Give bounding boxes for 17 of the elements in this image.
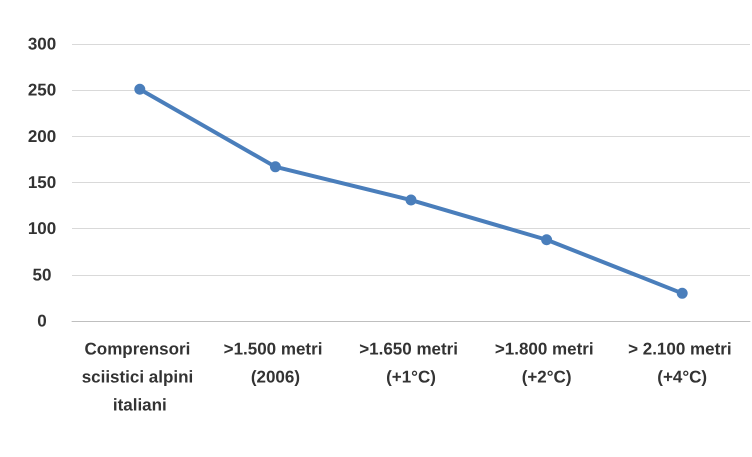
point <box>676 288 688 299</box>
point <box>541 234 552 246</box>
x-tick-label: >1.500 metri (2006) <box>224 340 328 386</box>
y-tick-label: 200 <box>28 126 56 146</box>
x-tick-label: >1.800 metri (+2°C) <box>494 340 598 386</box>
x-tick-label: >1.650 metri (+1°C) <box>359 340 463 386</box>
y-tick-label: 100 <box>28 219 56 238</box>
y-tick-label: 0 <box>37 312 47 330</box>
x-tick-label: > 2.100 metri (+4°C) <box>628 340 736 386</box>
y-tick-label: 250 <box>28 80 56 100</box>
y-tick-label: 50 <box>32 265 52 284</box>
point <box>406 194 416 206</box>
y-tick-label: 300 <box>28 34 56 54</box>
x-tick-label: Comprensori sciistici alpini italiani <box>82 340 198 414</box>
y-tick-label: 150 <box>28 173 56 192</box>
point <box>270 161 281 172</box>
point <box>134 84 146 95</box>
